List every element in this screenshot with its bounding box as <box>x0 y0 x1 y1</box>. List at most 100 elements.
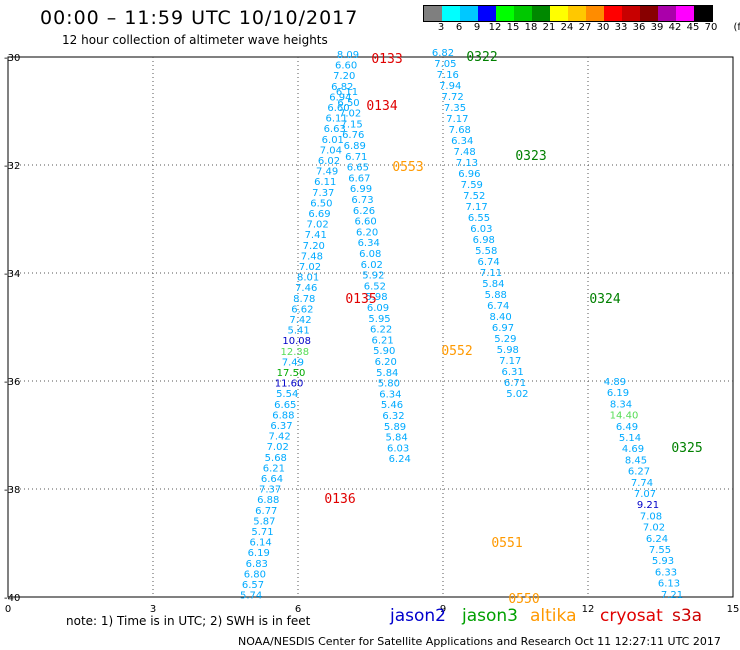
wave-height-value: 7.20 <box>303 241 325 252</box>
satellite-name: s3a <box>672 606 703 626</box>
wave-height-value: 6.82 <box>432 48 454 59</box>
wave-height-value: 6.34 <box>379 389 401 400</box>
legend-swatch <box>478 6 496 21</box>
wave-height-value: 6.20 <box>356 227 378 238</box>
wave-height-value: 6.94 <box>329 92 351 103</box>
legend-tick-label: 39 <box>650 22 664 33</box>
pass-id-label: 0136 <box>324 492 355 507</box>
wave-height-value: 6.60 <box>327 103 349 114</box>
legend-tick-label: 36 <box>632 22 646 33</box>
wave-height-value: 7.46 <box>295 283 317 294</box>
wave-height-value: 6.19 <box>607 388 629 399</box>
wave-height-value: 6.88 <box>257 495 279 506</box>
wave-height-value: 7.04 <box>320 145 342 156</box>
wave-height-value: 5.95 <box>368 314 390 325</box>
wave-height-value: 7.49 <box>282 357 304 368</box>
wave-height-value: 6.82 <box>331 82 353 93</box>
latitude-label: -30 <box>4 53 20 64</box>
longitude-label: 15 <box>727 604 740 615</box>
wave-height-value: 7.49 <box>316 167 338 178</box>
wave-height-value: 7.02 <box>306 220 328 231</box>
wave-height-value: 6.89 <box>344 141 366 152</box>
wave-height-value: 6.02 <box>318 156 340 167</box>
pass-id-label: 0551 <box>491 536 522 551</box>
legend-swatch <box>550 6 568 21</box>
wave-height-value: 8.09 <box>337 50 359 61</box>
legend-swatch <box>514 6 532 21</box>
latitude-label: -34 <box>4 269 20 280</box>
wave-height-value: 6.27 <box>628 467 650 478</box>
wave-height-value: 6.60 <box>335 61 357 72</box>
legend-tick-label: 9 <box>473 22 481 33</box>
wave-height-value: 7.48 <box>301 251 323 262</box>
pass-id-label: 0552 <box>441 344 472 359</box>
wave-height-value: 7.17 <box>446 114 468 125</box>
wave-height-value: 7.05 <box>434 59 456 70</box>
longitude-label: 9 <box>440 604 446 615</box>
legend-tick-label: 42 <box>668 22 682 33</box>
wave-height-value: 7.21 <box>661 590 683 601</box>
pass-id-label: 0322 <box>466 50 497 65</box>
color-legend <box>423 5 713 22</box>
satellite-name: jason3 <box>462 606 518 626</box>
wave-height-value: 7.17 <box>465 202 487 213</box>
wave-height-value: 6.96 <box>458 169 480 180</box>
wave-height-value: 7.02 <box>299 262 321 273</box>
legend-tick-label: 33 <box>614 22 628 33</box>
wave-height-value: 7.68 <box>449 125 471 136</box>
wave-height-value: 6.14 <box>249 538 271 549</box>
longitude-label: 3 <box>150 604 156 615</box>
legend-swatch <box>604 6 622 21</box>
wave-height-value: 6.64 <box>261 474 283 485</box>
wave-height-value: 6.77 <box>255 506 277 517</box>
wave-height-value: 17.50 <box>277 368 306 379</box>
legend-swatch <box>460 6 478 21</box>
wave-height-value: 7.42 <box>268 432 290 443</box>
wave-height-value: 6.49 <box>616 422 638 433</box>
wave-height-value: 8.34 <box>610 399 632 410</box>
latitude-label: -40 <box>4 593 20 604</box>
wave-height-value: 12.38 <box>280 347 309 358</box>
wave-height-value: 6.32 <box>382 411 404 422</box>
wave-height-value: 5.89 <box>384 422 406 433</box>
wave-height-value: 6.71 <box>345 152 367 163</box>
wave-height-value: 6.99 <box>350 184 372 195</box>
wave-height-value: 7.02 <box>643 523 665 534</box>
wave-height-value: 6.33 <box>655 567 677 578</box>
wave-height-value: 7.20 <box>333 71 355 82</box>
pass-id-label: 0553 <box>392 160 423 175</box>
legend-tick-label: 45 <box>686 22 700 33</box>
wave-height-value: 6.60 <box>354 217 376 228</box>
pass-id-label: 0133 <box>371 52 402 67</box>
wave-height-value: 5.98 <box>365 292 387 303</box>
pass-id-label: 0323 <box>515 149 546 164</box>
wave-height-value: 7.16 <box>437 70 459 81</box>
wave-height-value: 6.88 <box>272 410 294 421</box>
wave-height-value: 6.13 <box>658 579 680 590</box>
legend-swatch <box>676 6 694 21</box>
latitude-label: -36 <box>4 377 20 388</box>
wave-height-value: 11.60 <box>275 379 304 390</box>
legend-swatch <box>586 6 604 21</box>
wave-height-value: 7.55 <box>649 545 671 556</box>
legend-swatch <box>640 6 658 21</box>
wave-height-value: 5.58 <box>475 246 497 257</box>
wave-height-value: 14.40 <box>610 411 639 422</box>
wave-height-value: 7.72 <box>441 92 463 103</box>
wave-height-value: 6.76 <box>342 130 364 141</box>
wave-height-value: 6.74 <box>477 257 499 268</box>
pass-id-label: 0134 <box>366 99 397 114</box>
wave-height-value: 5.90 <box>373 346 395 357</box>
wave-height-value: 4.89 <box>604 377 626 388</box>
wave-height-value: 6.67 <box>348 173 370 184</box>
wave-height-value: 6.69 <box>308 209 330 220</box>
wave-height-value: 6.21 <box>263 463 285 474</box>
wave-height-value: 5.41 <box>287 326 309 337</box>
wave-height-value: 6.22 <box>370 325 392 336</box>
pass-id-label: 0550 <box>508 592 539 607</box>
chart-subtitle: 12 hour collection of altimeter wave hei… <box>62 33 328 47</box>
wave-height-value: 5.92 <box>362 271 384 282</box>
wave-height-value: 8.01 <box>297 273 319 284</box>
longitude-label: 12 <box>582 604 595 615</box>
legend-tick-label: 27 <box>578 22 592 33</box>
